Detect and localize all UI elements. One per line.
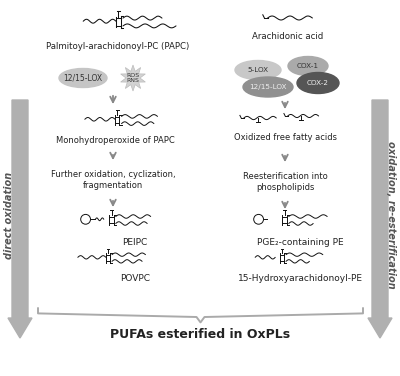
- Text: PEIPC: PEIPC: [122, 238, 148, 247]
- FancyArrow shape: [368, 100, 392, 338]
- FancyArrow shape: [8, 100, 32, 338]
- Text: 5-LOX: 5-LOX: [248, 67, 268, 73]
- Text: 12/15-LOX: 12/15-LOX: [249, 84, 287, 90]
- Text: PGE₂-containing PE: PGE₂-containing PE: [257, 238, 343, 247]
- Text: Oxidized free fatty acids: Oxidized free fatty acids: [234, 133, 336, 142]
- Text: 15-Hydroxyarachidonoyl-PE: 15-Hydroxyarachidonoyl-PE: [238, 274, 362, 283]
- Text: POVPC: POVPC: [120, 274, 150, 283]
- Text: Monohydroperoxide of PAPC: Monohydroperoxide of PAPC: [56, 136, 174, 145]
- Text: direct oxidation: direct oxidation: [4, 171, 14, 259]
- Text: Reesterification into
phospholipids: Reesterification into phospholipids: [243, 172, 327, 193]
- Text: 12/15-LOX: 12/15-LOX: [64, 73, 102, 82]
- Text: Further oxidation, cyclization,
fragmentation: Further oxidation, cyclization, fragment…: [51, 170, 175, 191]
- Text: ROS
RNS: ROS RNS: [126, 73, 140, 83]
- Ellipse shape: [243, 77, 293, 97]
- Ellipse shape: [59, 68, 107, 88]
- Text: oxidation, re-esterification: oxidation, re-esterification: [386, 141, 396, 289]
- Text: Arachidonic acid: Arachidonic acid: [252, 32, 324, 41]
- Text: COX-1: COX-1: [297, 63, 319, 69]
- Text: COX-2: COX-2: [307, 80, 329, 86]
- Text: PUFAs esterified in OxPLs: PUFAs esterified in OxPLs: [110, 328, 290, 341]
- Ellipse shape: [297, 73, 339, 94]
- Ellipse shape: [288, 56, 328, 76]
- Ellipse shape: [235, 61, 281, 79]
- Text: Palmitoyl-arachidonoyl-PC (PAPC): Palmitoyl-arachidonoyl-PC (PAPC): [46, 42, 190, 51]
- Polygon shape: [121, 65, 145, 91]
